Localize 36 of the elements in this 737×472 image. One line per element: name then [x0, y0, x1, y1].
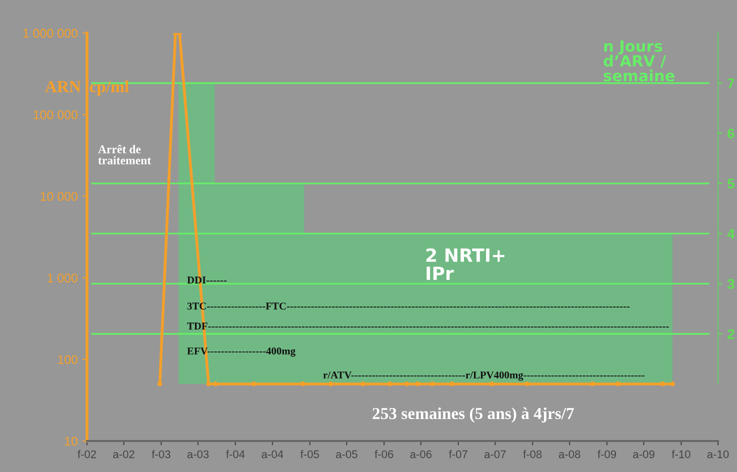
y-tick-label: 100 — [58, 355, 78, 364]
x-tick-label: f-06 — [374, 450, 394, 458]
x-tick-label: f-09 — [598, 450, 616, 458]
y2-tick-label: 4 — [727, 229, 735, 239]
x-tick-label: f-03 — [152, 450, 170, 458]
annotation: Arrêt de traitement — [98, 144, 152, 164]
y-tick-label: 10 — [65, 436, 78, 446]
annotation: r/ATV---------------------------------r/LPV400mg----------------------------------- — [323, 371, 644, 381]
x-tick-label: a-07 — [484, 450, 506, 458]
x-tick-label: a-03 — [187, 450, 209, 458]
annotation: 2 NRTI+ IPr — [426, 248, 504, 280]
x-tick-label: a-05 — [336, 450, 358, 458]
x-tick-label: a-04 — [262, 450, 284, 458]
x-tick-label: f-05 — [300, 450, 319, 458]
y2-tick-label: 3 — [727, 279, 734, 289]
x-tick-label: f-10 — [672, 450, 690, 458]
y2-axis-title: n Jours d’ARV / semaine — [604, 40, 674, 82]
x-tick-label: a-06 — [410, 450, 432, 458]
x-tick-label: a-08 — [558, 450, 580, 458]
x-tick-label: a-02 — [113, 450, 134, 458]
y-tick-label: 100 000 — [34, 110, 78, 120]
x-tick-label: a-10 — [707, 450, 729, 458]
x-tick-label: f-07 — [448, 450, 468, 458]
x-tick-label: f-04 — [226, 450, 245, 458]
y2-tick-label: 5 — [727, 178, 734, 189]
y-tick-label: 1 000 000 — [23, 28, 78, 38]
y-axis-title: ARN cp/ml — [45, 80, 129, 96]
annotation: 253 semaines (5 ans) à 4jrs/7 — [372, 407, 574, 423]
y2-tick-label: 2 — [728, 329, 734, 339]
y-tick-label: 1 000 — [48, 274, 78, 282]
y2-tick-label: 7 — [728, 78, 734, 88]
y2-tick-label: 6 — [728, 128, 734, 138]
y-tick-label: 10 000 — [40, 192, 78, 201]
x-tick-label: a-09 — [633, 450, 654, 458]
x-tick-label: f-08 — [523, 450, 542, 458]
x-tick-label: f-02 — [78, 450, 96, 458]
